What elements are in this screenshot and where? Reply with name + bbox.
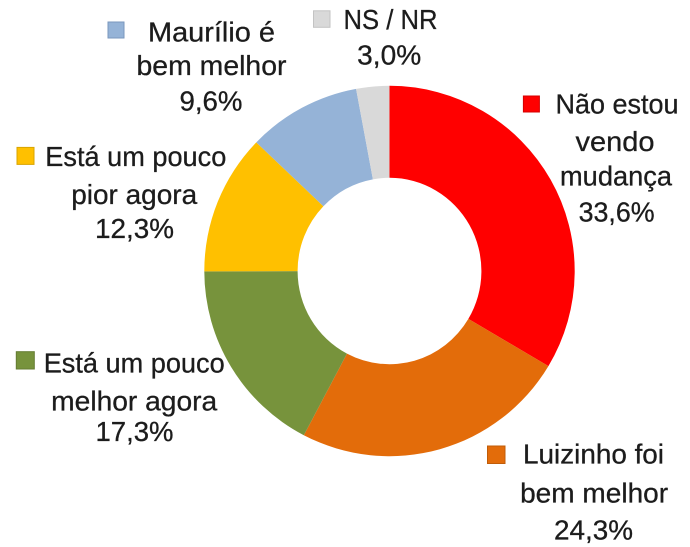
svg-text:melhor agora: melhor agora	[51, 385, 217, 416]
svg-text:9,6%: 9,6%	[180, 86, 243, 117]
svg-text:mudança: mudança	[560, 161, 672, 192]
svg-text:12,3%: 12,3%	[95, 213, 174, 244]
svg-text:NS / NR: NS / NR	[344, 4, 438, 35]
svg-text:pior agora: pior agora	[71, 179, 197, 210]
svg-text:Está um pouco: Está um pouco	[44, 347, 225, 378]
svg-text:17,3%: 17,3%	[96, 416, 174, 447]
svg-text:3,0%: 3,0%	[357, 40, 421, 71]
svg-text:Não estou: Não estou	[556, 89, 679, 120]
svg-text:24,3%: 24,3%	[554, 515, 633, 546]
svg-text:33,6%: 33,6%	[579, 197, 655, 228]
svg-text:vendo: vendo	[576, 126, 655, 157]
svg-text:Luizinho foi: Luizinho foi	[523, 439, 664, 470]
svg-text:bem melhor: bem melhor	[520, 478, 668, 509]
svg-text:bem melhor: bem melhor	[137, 50, 287, 81]
svg-text:Está um pouco: Está um pouco	[45, 141, 226, 172]
svg-text:Maurílio é: Maurílio é	[148, 17, 275, 48]
